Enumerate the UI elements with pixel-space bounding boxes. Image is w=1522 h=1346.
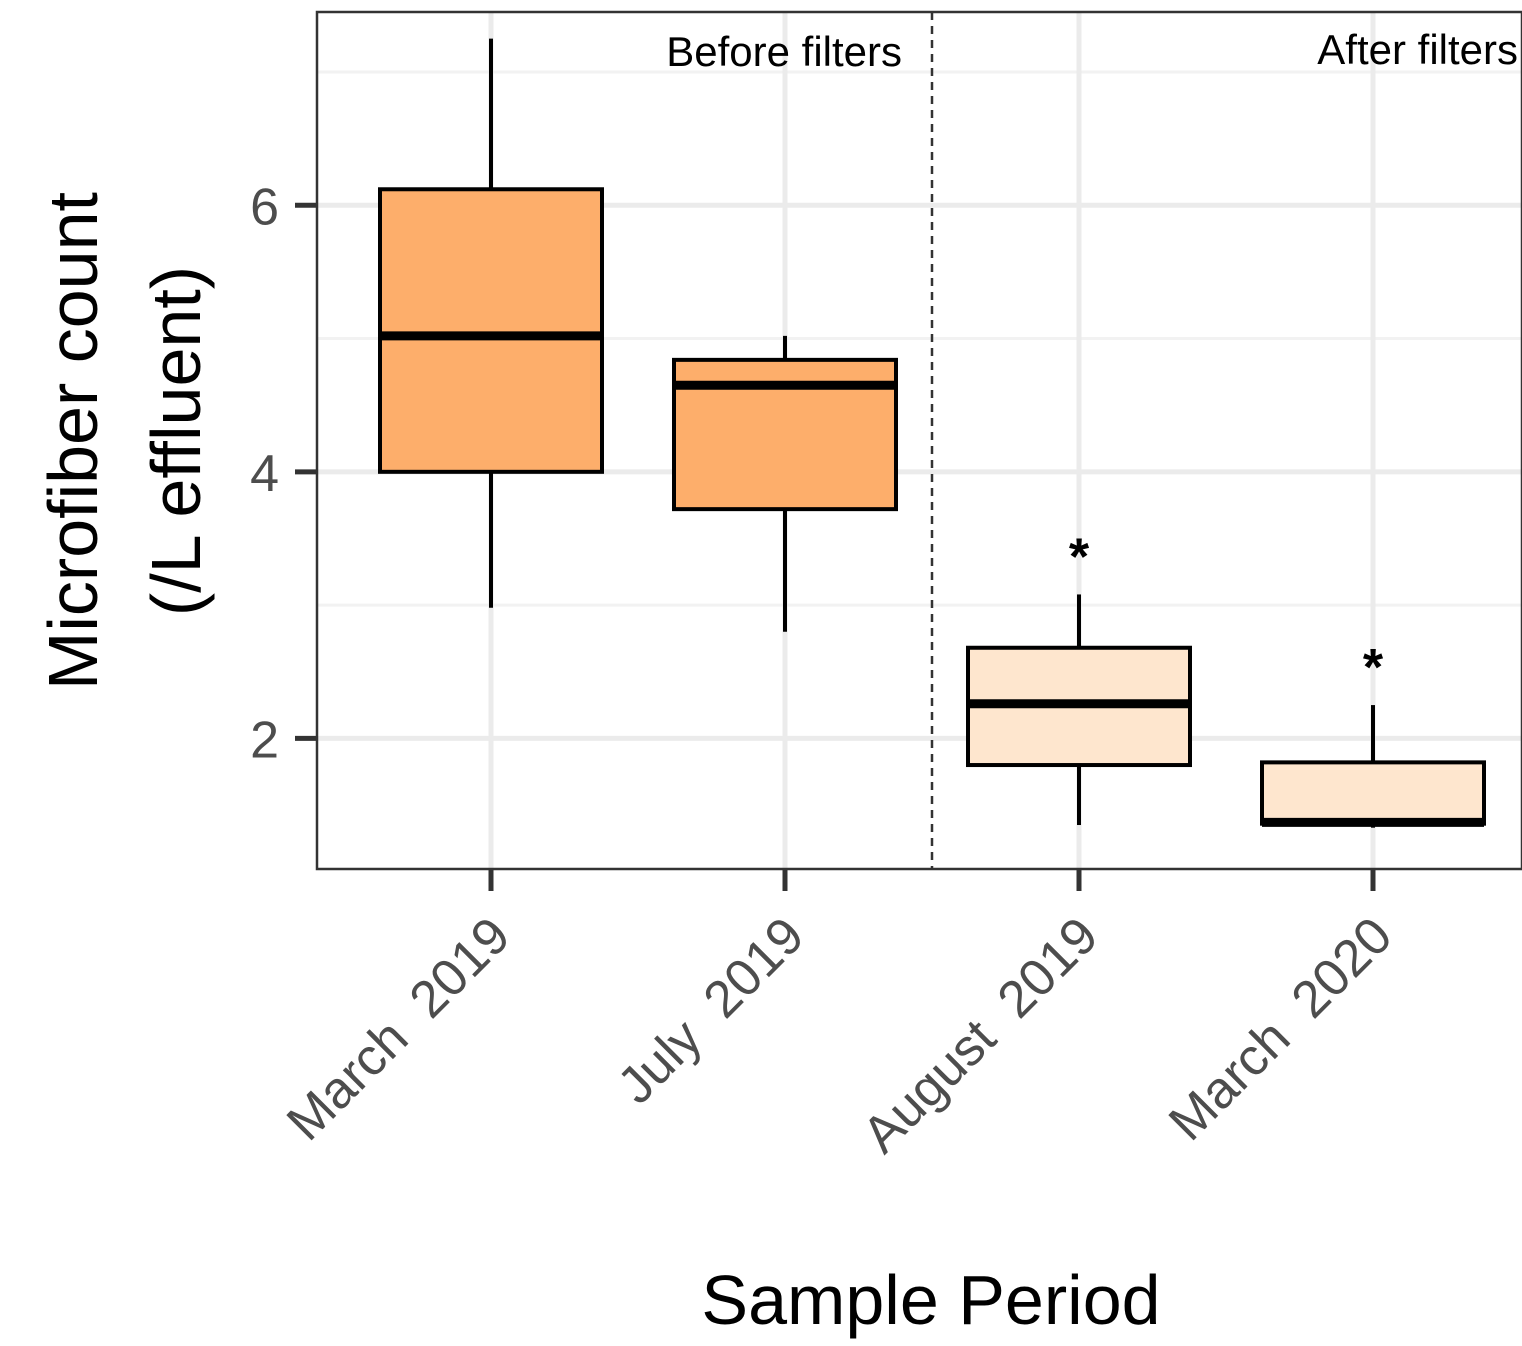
panel-border bbox=[315, 10, 1522, 871]
x-tick-label: August 2019 bbox=[852, 906, 1110, 1164]
y-tick-label: 6 bbox=[250, 178, 279, 236]
significance-star: * bbox=[1363, 639, 1384, 697]
box-2: * bbox=[966, 528, 1192, 826]
before-filters-label: Before filters bbox=[666, 28, 902, 75]
x-tick-label: March 2019 bbox=[276, 906, 521, 1151]
box-0 bbox=[378, 38, 604, 608]
box-3: * bbox=[1260, 639, 1486, 828]
iqr-box bbox=[378, 187, 604, 474]
y-axis-title-line-2: (/L effluent) bbox=[137, 266, 215, 616]
x-tick-label: July 2019 bbox=[607, 906, 816, 1115]
y-axis-title: Microfiber count (/L effluent) bbox=[34, 192, 215, 690]
x-tick-label: March 2020 bbox=[1158, 906, 1403, 1151]
box-1 bbox=[672, 335, 898, 632]
x-axis-title: Sample Period bbox=[701, 1261, 1160, 1339]
after-filters-label: After filters bbox=[1317, 26, 1518, 73]
y-axis-title-line-1: Microfiber count bbox=[34, 192, 112, 690]
iqr-box bbox=[1260, 760, 1486, 826]
boxes: ** bbox=[378, 38, 1486, 828]
y-tick-label: 4 bbox=[250, 445, 279, 503]
y-tick-label: 2 bbox=[250, 711, 279, 769]
significance-star: * bbox=[1069, 528, 1090, 586]
